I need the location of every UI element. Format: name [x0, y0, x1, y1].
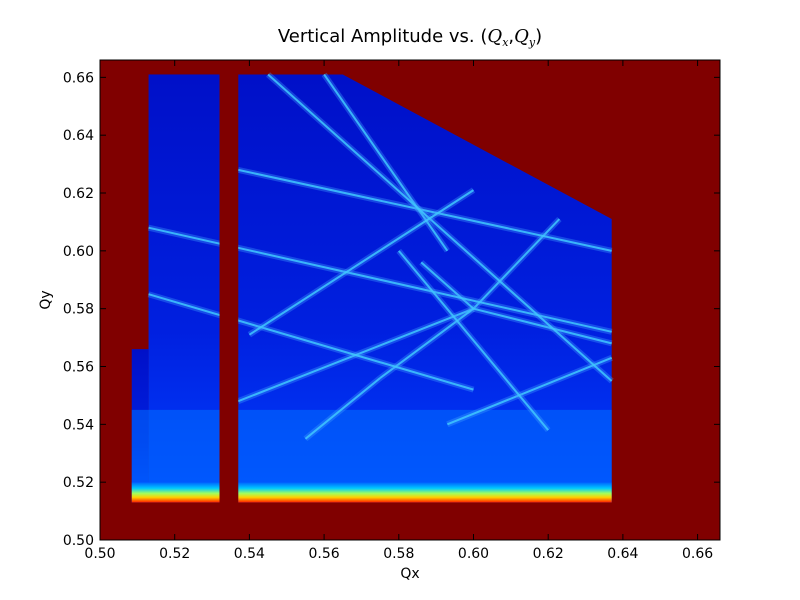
y-tick-label: 0.50: [63, 533, 94, 549]
chart-title-close-paren: ): [535, 26, 542, 47]
x-tick-label: 0.58: [383, 546, 414, 562]
x-tick-label: 0.54: [234, 546, 265, 562]
resonance-line: [237, 168, 612, 252]
resonance-line: [148, 293, 474, 391]
chart-title-text: Vertical Amplitude vs.: [278, 26, 481, 47]
axis-ticks: 0.50 0.52 0.54 0.56 0.58 0.60 0.62 0.64 0.66 0.50…: [63, 60, 720, 562]
chart-title-open-paren: (: [480, 26, 487, 47]
y-tick-label: 0.56: [63, 360, 94, 376]
plot-area: [100, 60, 720, 540]
y-tick-label: 0.52: [63, 475, 94, 491]
resonance-line: [248, 189, 475, 336]
y-tick-label: 0.54: [63, 417, 94, 433]
x-tick-label: 0.50: [84, 546, 115, 562]
resonance-line: [398, 250, 549, 431]
y-tick-label: 0.66: [63, 70, 94, 86]
chart-title-comma: ,: [508, 26, 514, 47]
heatmap-gap: [219, 74, 239, 503]
x-tick-label: 0.56: [309, 546, 340, 562]
resonance-line: [446, 356, 613, 426]
resonance-line: [304, 377, 381, 440]
x-tick-label: 0.66: [682, 546, 713, 562]
x-tick-label: 0.60: [458, 546, 489, 562]
resonance-line: [473, 307, 612, 345]
chart-title-subscript-y: y: [528, 36, 536, 49]
heatmap-secondary-band: [131, 409, 220, 483]
x-axis-label: Qx: [400, 566, 419, 582]
heatmap-bottom-band: [238, 482, 612, 503]
y-tick-label: 0.60: [63, 244, 94, 260]
x-tick-label: 0.52: [159, 546, 190, 562]
heatmap-secondary-band: [238, 409, 612, 483]
chart-title: Vertical Amplitude vs. (Qx,Qy): [278, 26, 542, 49]
resonance-line: [267, 73, 613, 382]
chart-title-subscript-x: x: [502, 36, 509, 49]
resonance-line: [323, 73, 449, 252]
x-tick-label: 0.62: [533, 546, 564, 562]
plot-frame: [99, 59, 721, 541]
y-tick-label: 0.58: [63, 302, 94, 318]
x-tick-label: 0.64: [607, 546, 638, 562]
y-tick-label: 0.62: [63, 186, 94, 202]
resonance-line: [420, 261, 475, 310]
resonance-line: [472, 218, 561, 310]
y-axis-label: Qy: [38, 290, 54, 309]
chart-title-q-symbol: Q: [487, 26, 502, 47]
heatmap-bottom-band: [131, 482, 220, 503]
y-tick-label: 0.64: [63, 128, 94, 144]
chart-title-q-symbol: Q: [514, 26, 529, 47]
